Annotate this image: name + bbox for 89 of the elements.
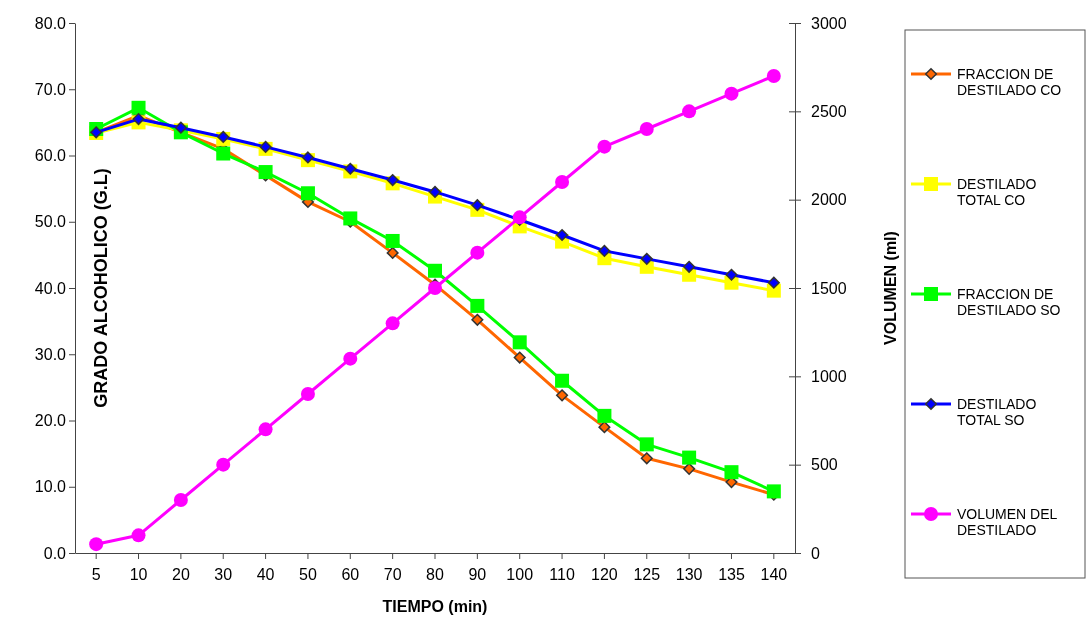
point xyxy=(512,335,527,350)
y-tick-label: 60.0 xyxy=(34,147,67,165)
legend-label: DESTILADO TOTAL SO xyxy=(957,396,1037,428)
point xyxy=(639,437,654,452)
point xyxy=(386,173,399,187)
point xyxy=(258,422,273,437)
legend-label: VOLUMEN DEL DESTILADO xyxy=(957,506,1058,538)
y-tick-label: 80.0 xyxy=(34,14,67,32)
x-tick-label: 90 xyxy=(468,565,487,583)
point xyxy=(428,263,442,278)
point xyxy=(131,528,146,543)
x-axis-title: TIEMPO (min) xyxy=(382,598,488,615)
point xyxy=(300,387,315,401)
point xyxy=(597,139,612,154)
point xyxy=(683,260,696,273)
y2-tick-label: 2000 xyxy=(811,191,847,209)
x-tick-label: 130 xyxy=(675,565,703,583)
point xyxy=(639,122,654,136)
x-tick-label: 120 xyxy=(591,565,618,583)
y2-axis-title: VOLUMEN (ml) xyxy=(882,231,899,345)
point xyxy=(89,537,104,552)
point xyxy=(598,244,611,257)
point xyxy=(724,86,739,101)
point xyxy=(216,457,231,472)
legend-label: DESTILADO TOTAL CO xyxy=(957,176,1037,208)
x-tick-label: 60 xyxy=(341,565,360,583)
y2-tick-label: 0 xyxy=(811,544,820,562)
point xyxy=(300,186,315,201)
point xyxy=(174,121,187,134)
x-tick-label: 10 xyxy=(129,565,148,583)
x-tick-label: 80 xyxy=(426,565,444,583)
point xyxy=(131,100,146,115)
point xyxy=(386,246,399,259)
x-tick-label: 40 xyxy=(256,565,275,583)
point xyxy=(428,185,442,198)
point xyxy=(555,389,569,402)
point xyxy=(725,268,738,281)
point xyxy=(343,351,358,366)
y-tick-label: 0.0 xyxy=(43,544,67,562)
point xyxy=(640,252,653,265)
y2-tick-label: 1000 xyxy=(811,367,847,385)
point xyxy=(724,465,739,480)
x-tick-label: 135 xyxy=(718,565,745,583)
y-tick-label: 10.0 xyxy=(34,478,67,496)
x-tick-label: 5 xyxy=(91,565,101,583)
point xyxy=(555,175,570,189)
point xyxy=(343,211,358,226)
y2-tick-label: 1500 xyxy=(811,279,847,297)
x-tick-label: 20 xyxy=(171,565,190,583)
point xyxy=(470,298,485,313)
x-tick-label: 125 xyxy=(633,565,661,583)
x-tick-label: 140 xyxy=(760,565,788,583)
x-tick-label: 70 xyxy=(383,565,402,583)
legend-label: FRACCION DE DESTILADO SO xyxy=(957,286,1061,318)
point xyxy=(766,69,781,83)
point xyxy=(598,421,611,434)
point xyxy=(682,450,697,465)
legend-label: FRACCION DE DESTILADO CO xyxy=(957,66,1062,98)
point xyxy=(470,245,485,260)
y-axis-title: GRADO ALCOHOLICO (G.L) xyxy=(91,168,111,408)
point xyxy=(173,493,188,507)
x-tick-label: 50 xyxy=(299,565,317,583)
point xyxy=(301,151,315,164)
x-tick-label: 100 xyxy=(506,565,534,583)
x-tick-label: 30 xyxy=(214,565,233,583)
point xyxy=(597,408,612,423)
x-tick-label: 110 xyxy=(549,565,575,583)
y2-tick-label: 3000 xyxy=(811,14,847,32)
point xyxy=(513,351,526,364)
point xyxy=(344,162,357,175)
y-tick-label: 70.0 xyxy=(34,80,67,98)
point xyxy=(682,104,697,119)
y-tick-label: 20.0 xyxy=(34,412,67,430)
point xyxy=(555,228,569,242)
point xyxy=(471,199,484,212)
y-tick-label: 50.0 xyxy=(34,213,67,231)
point xyxy=(385,233,400,248)
point xyxy=(385,316,400,331)
point xyxy=(132,113,145,126)
y2-tick-label: 2500 xyxy=(811,102,847,120)
y-tick-label: 30.0 xyxy=(34,345,67,363)
point xyxy=(640,452,653,465)
point xyxy=(766,484,781,499)
point xyxy=(471,313,484,326)
y2-tick-label: 500 xyxy=(811,456,838,474)
y-tick-label: 40.0 xyxy=(34,279,67,297)
point xyxy=(767,276,780,289)
point xyxy=(258,165,273,180)
point xyxy=(555,373,570,388)
